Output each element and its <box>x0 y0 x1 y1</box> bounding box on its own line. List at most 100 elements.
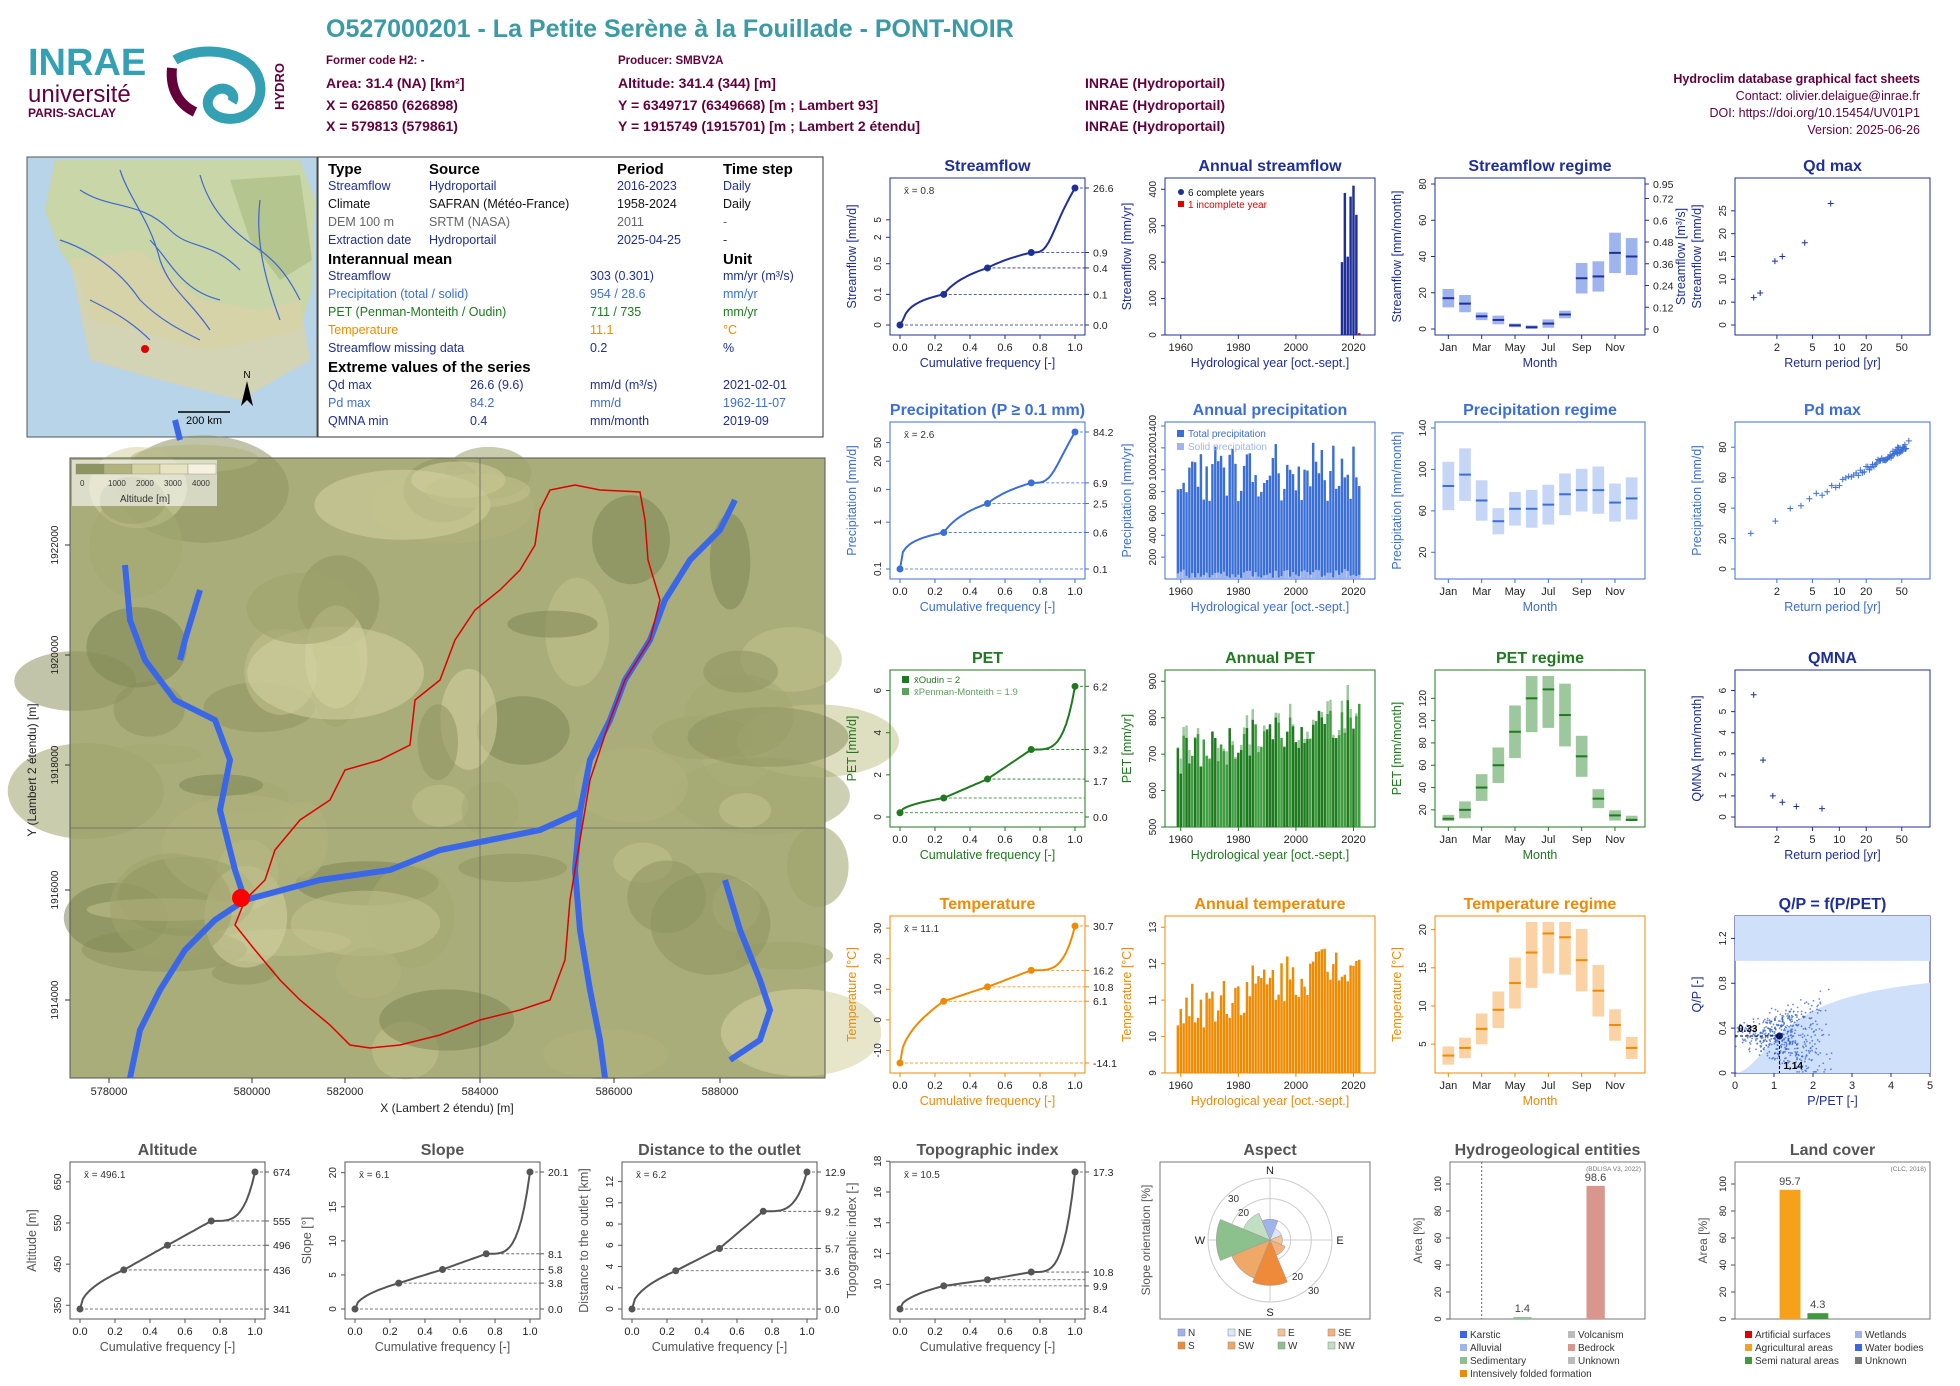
terrain-patch <box>425 473 531 508</box>
qp-point <box>1797 1010 1799 1013</box>
qp-point <box>1760 1050 1762 1053</box>
annual-bar <box>1231 1002 1234 1073</box>
qp-point <box>1788 1025 1790 1028</box>
solid-precip-bar <box>1219 573 1223 579</box>
terrain-patch <box>179 774 264 797</box>
annual-bar <box>1355 477 1358 579</box>
legend-swatch <box>1178 201 1184 207</box>
x-tick-label: 0.8 <box>1032 586 1047 598</box>
solid-precip-bar <box>1283 570 1286 579</box>
annual-bar <box>1291 726 1295 827</box>
annual-bar <box>1346 981 1349 1073</box>
qp-point <box>1791 1042 1794 1044</box>
bar-value-label: 1.4 <box>1515 1303 1530 1315</box>
annual-bar <box>1280 500 1283 579</box>
logos: INRAE université PARIS-SACLAY HYDRO <box>28 42 287 124</box>
annual-bar <box>1211 464 1214 579</box>
share-bar <box>1779 1189 1801 1319</box>
terrain-patch <box>110 853 233 961</box>
qp-point <box>1824 1068 1826 1071</box>
annual-bar <box>1265 984 1269 1073</box>
legend-swatch <box>1327 1328 1336 1337</box>
qp-point <box>1792 1010 1795 1013</box>
budyko-zone <box>1735 982 1930 1073</box>
annual-bar <box>1202 1027 1206 1073</box>
annual-bar <box>1219 744 1223 827</box>
annual-bar <box>1274 717 1277 827</box>
qp-point <box>1809 1017 1812 1020</box>
y-tick-label: 0 <box>1718 566 1729 572</box>
qp-point <box>1810 1028 1813 1030</box>
return-period-point <box>1824 488 1831 495</box>
y-tick-label: 80 <box>1718 441 1729 453</box>
qp-point <box>1801 1015 1804 1018</box>
y-tick-label: 20 <box>1418 287 1429 299</box>
x-tick-label: 0.6 <box>997 342 1012 354</box>
table-cell: Daily <box>723 197 752 211</box>
annual-bar <box>1239 1015 1243 1073</box>
table-cell: 2019-09 <box>723 414 769 428</box>
x-tick-label: Jan <box>1439 342 1457 354</box>
y-tick-label: 6 <box>605 1242 616 1248</box>
annual-bar <box>1222 981 1226 1073</box>
plot-frame <box>1164 177 1376 336</box>
right-tick-label: 12.9 <box>825 1167 846 1179</box>
annual-bar <box>1185 997 1188 1073</box>
legend-swatch <box>1227 1328 1236 1337</box>
qp-point <box>1812 1070 1815 1073</box>
qp-point <box>1787 1004 1790 1007</box>
x-tick-label: Jul <box>1541 834 1555 846</box>
y-tick-label: 40 <box>1718 1260 1729 1271</box>
mean-label: x̄ = 6.1 <box>359 1170 390 1181</box>
y-tick-label: 5 <box>1718 708 1729 714</box>
qp-point <box>1781 1043 1783 1046</box>
chart-title: Streamflow regime <box>1468 158 1611 175</box>
qp-point <box>1766 1017 1769 1020</box>
y-tick-label: 12 <box>1148 958 1159 970</box>
chart-qmna: QMNA Return period [yr] QMNA [mm/month] 2 5 1… <box>1690 650 1931 862</box>
quantile-point <box>896 1305 904 1313</box>
terrain-patch <box>461 782 519 838</box>
annual-bar <box>1191 983 1194 1073</box>
legend-tick: 3000 <box>164 479 182 488</box>
y-axis-label: PET [mm/d] <box>845 716 859 782</box>
y-tick-label: 20 <box>1418 804 1429 816</box>
annual-bar <box>1297 997 1301 1073</box>
table-cell: Hydroportail <box>429 179 496 193</box>
qp-point <box>1811 1039 1814 1042</box>
plot-frame <box>1434 669 1646 828</box>
quantile-point <box>896 809 904 817</box>
qp-point <box>1792 1003 1794 1006</box>
annual-bar <box>1251 719 1254 827</box>
qp-point <box>1744 1026 1747 1029</box>
x-tick-label: 0.2 <box>107 1326 122 1338</box>
terrain-patch <box>687 707 849 767</box>
qp-point <box>1795 1014 1798 1017</box>
y-tick-label: 0.95 <box>1653 179 1674 191</box>
annual-bar <box>1251 481 1254 579</box>
x-tick-label: 10 <box>1833 586 1845 598</box>
qp-point <box>1786 1032 1789 1035</box>
y-tick-label: 600 <box>1148 505 1159 522</box>
qp-point <box>1762 1021 1764 1024</box>
annual-bar <box>1216 461 1220 579</box>
annual-bar <box>1254 983 1257 1073</box>
table-cell: Precipitation (total / solid) <box>328 287 468 301</box>
legend-entry: Volcanism <box>1578 1330 1624 1341</box>
legend-entry: Semi natural areas <box>1755 1356 1839 1367</box>
x-tick-label: 0.6 <box>997 1326 1012 1338</box>
qp-point <box>1787 1051 1790 1054</box>
terrain-patch <box>247 626 425 720</box>
terrain-patch <box>592 495 670 585</box>
river-segment <box>127 897 247 1079</box>
qp-point <box>1770 1028 1773 1031</box>
annual-bar <box>1239 490 1243 579</box>
qp-point <box>1823 1070 1825 1073</box>
annual-bar <box>1352 965 1355 1073</box>
annual-bar <box>1332 445 1335 579</box>
return-period-point <box>1839 476 1846 483</box>
y-tick-label: 80 <box>1433 1206 1444 1217</box>
right-tick-label: 9.2 <box>825 1206 840 1218</box>
right-tick-label: 10.8 <box>1093 982 1114 994</box>
qp-point <box>1782 1051 1785 1053</box>
